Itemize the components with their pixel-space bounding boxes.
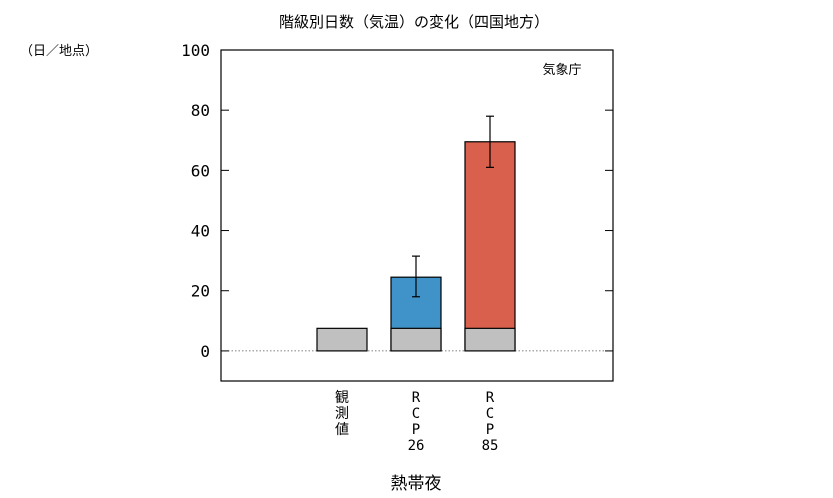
y-unit-label: （日／地点）: [20, 44, 98, 59]
category-label-rcp85: R: [486, 390, 495, 406]
category-label-rcp26: R: [412, 390, 421, 406]
bars: [316, 141, 516, 352]
credit-label: 気象庁: [542, 62, 581, 78]
y-axis-ticks: 0 20 40 60 80 100: [181, 41, 613, 361]
category-label-rcp26: P: [412, 422, 420, 438]
plot-frame: [220, 49, 614, 382]
bar-rcp85-future: [464, 141, 516, 352]
y-tick-label: 0: [200, 342, 210, 361]
category-label-rcp85: C: [486, 406, 494, 422]
category-label-rcp26: 26: [408, 438, 425, 454]
category-label-obs: 観: [335, 389, 349, 406]
category-label-rcp85: 85: [482, 438, 499, 454]
bar-rcp85-baseline: [464, 327, 516, 352]
x-axis-label: 熱帯夜: [391, 474, 442, 494]
y-tick-label: 40: [191, 222, 210, 241]
y-tick-label: 20: [191, 282, 210, 301]
category-label-rcp85: P: [486, 422, 494, 438]
y-tick-label: 100: [181, 41, 210, 60]
bar-rcp26-baseline: [390, 327, 442, 352]
y-tick-label: 60: [191, 161, 210, 180]
category-label-obs: 測: [335, 406, 349, 422]
error-bars: [412, 115, 494, 298]
chart-title: 階級別日数（気温）の変化（四国地方）: [279, 13, 549, 31]
bar-obs-baseline: [316, 327, 368, 352]
category-label-obs: 値: [335, 422, 349, 438]
y-tick-label: 80: [191, 101, 210, 120]
category-label-rcp26: C: [412, 406, 420, 422]
